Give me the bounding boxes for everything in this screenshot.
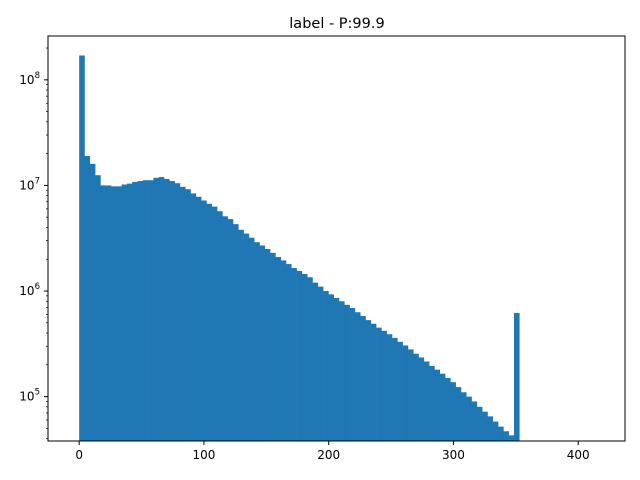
- histogram-bar: [116, 186, 122, 441]
- histogram-bar: [354, 312, 361, 441]
- histogram-bar: [153, 177, 160, 441]
- histogram-bar: [211, 206, 218, 441]
- y-tick-label: 105: [19, 388, 40, 404]
- histogram-bar: [471, 401, 478, 441]
- x-tick-label: 300: [442, 448, 465, 462]
- histogram-bar: [301, 273, 308, 441]
- histogram-bar: [381, 330, 388, 441]
- histogram-bar: [248, 237, 255, 441]
- histogram-bar: [158, 177, 165, 441]
- histogram-bar: [79, 55, 85, 442]
- histogram-bar: [397, 341, 403, 441]
- x-axis: 0 100 200 300 400: [75, 441, 590, 462]
- histogram-bar: [105, 185, 112, 441]
- histogram-bar: [148, 180, 154, 442]
- histogram-bar: [460, 392, 467, 441]
- histogram-bar: [365, 320, 372, 441]
- histogram-bar: [503, 431, 509, 441]
- histogram-bar: [323, 291, 329, 441]
- histogram-bar: [344, 304, 350, 441]
- histogram-bar: [195, 196, 202, 441]
- histogram-bar: [100, 185, 106, 441]
- x-tick-label: 100: [192, 448, 215, 462]
- histogram-bar: [312, 282, 319, 441]
- histogram-bar: [280, 260, 287, 441]
- histogram-bar: [370, 323, 377, 441]
- histogram-bar: [84, 155, 91, 442]
- histogram-bar: [121, 184, 128, 441]
- histogram-bar: [275, 256, 281, 441]
- histogram-bar: [95, 175, 101, 441]
- histogram-bar: [264, 249, 271, 441]
- histogram-bar: [418, 357, 425, 441]
- histogram-bar: [217, 211, 223, 441]
- histogram-bar: [307, 277, 313, 441]
- histogram-bar: [498, 426, 504, 441]
- histogram-bar: [487, 416, 494, 441]
- histogram-bar: [227, 219, 234, 441]
- chart-title: label - P:99.9: [289, 16, 384, 32]
- histogram-bar: [174, 183, 181, 441]
- histogram-bar: [513, 312, 520, 441]
- histogram-bar: [338, 301, 345, 441]
- histogram-bar: [317, 286, 324, 441]
- histogram-bar: [169, 181, 175, 441]
- histogram-bar: [201, 200, 207, 441]
- plot-frame: [47, 35, 626, 442]
- y-tick-label: 108: [19, 71, 40, 87]
- histogram-bar: [360, 316, 366, 441]
- histogram-bar: [142, 180, 149, 442]
- histogram-bar: [164, 179, 170, 442]
- y-tick-label: 107: [19, 176, 40, 192]
- histogram-bar: [349, 308, 356, 441]
- histogram-bar: [402, 345, 409, 441]
- histogram-bar: [445, 378, 451, 441]
- histogram-bar: [407, 349, 414, 441]
- histogram-bar: [413, 353, 419, 441]
- histogram-bar: [179, 186, 186, 441]
- histogram-bar: [429, 365, 435, 441]
- histogram-bar: [222, 216, 228, 441]
- histogram-bar: [291, 268, 297, 441]
- x-tick-label: 400: [567, 448, 590, 462]
- histogram-bar: [238, 229, 244, 441]
- histogram-bar: [259, 245, 266, 441]
- histogram-bar: [190, 193, 197, 441]
- histogram-bar: [111, 186, 117, 441]
- histogram-bar: [439, 373, 446, 441]
- histogram-bar: [296, 270, 303, 441]
- y-axis: 105 106 107 108: [19, 47, 48, 439]
- histogram-bar: [492, 421, 499, 441]
- histogram-bar: [126, 183, 133, 442]
- histogram-bars: [79, 55, 520, 442]
- histogram-bar: [328, 294, 334, 441]
- histogram-bar: [508, 435, 515, 441]
- histogram-bar: [423, 361, 430, 441]
- histogram-bar: [132, 181, 138, 441]
- y-tick-label: 106: [19, 282, 40, 298]
- x-tick-label: 0: [75, 448, 83, 462]
- histogram-bar: [285, 264, 292, 441]
- histogram-bar: [270, 252, 276, 441]
- histogram-bar: [243, 233, 250, 441]
- histogram-bar: [466, 396, 472, 441]
- histogram-bar: [137, 181, 144, 441]
- histogram-bar: [392, 337, 398, 441]
- histogram-bar: [185, 189, 191, 441]
- histogram-bar: [232, 224, 239, 441]
- histogram-bar: [206, 203, 213, 441]
- histogram-bar: [89, 163, 96, 441]
- x-tick-label: 200: [317, 448, 340, 462]
- histogram-bar: [376, 327, 382, 441]
- histogram-bar: [254, 242, 260, 441]
- histogram-bar: [450, 382, 456, 441]
- histogram-bar: [333, 297, 340, 441]
- histogram-bar: [386, 334, 393, 441]
- histogram-bar: [455, 387, 462, 441]
- histogram-bar: [482, 411, 488, 441]
- histogram-bar: [476, 406, 483, 441]
- histogram-bar: [434, 369, 441, 441]
